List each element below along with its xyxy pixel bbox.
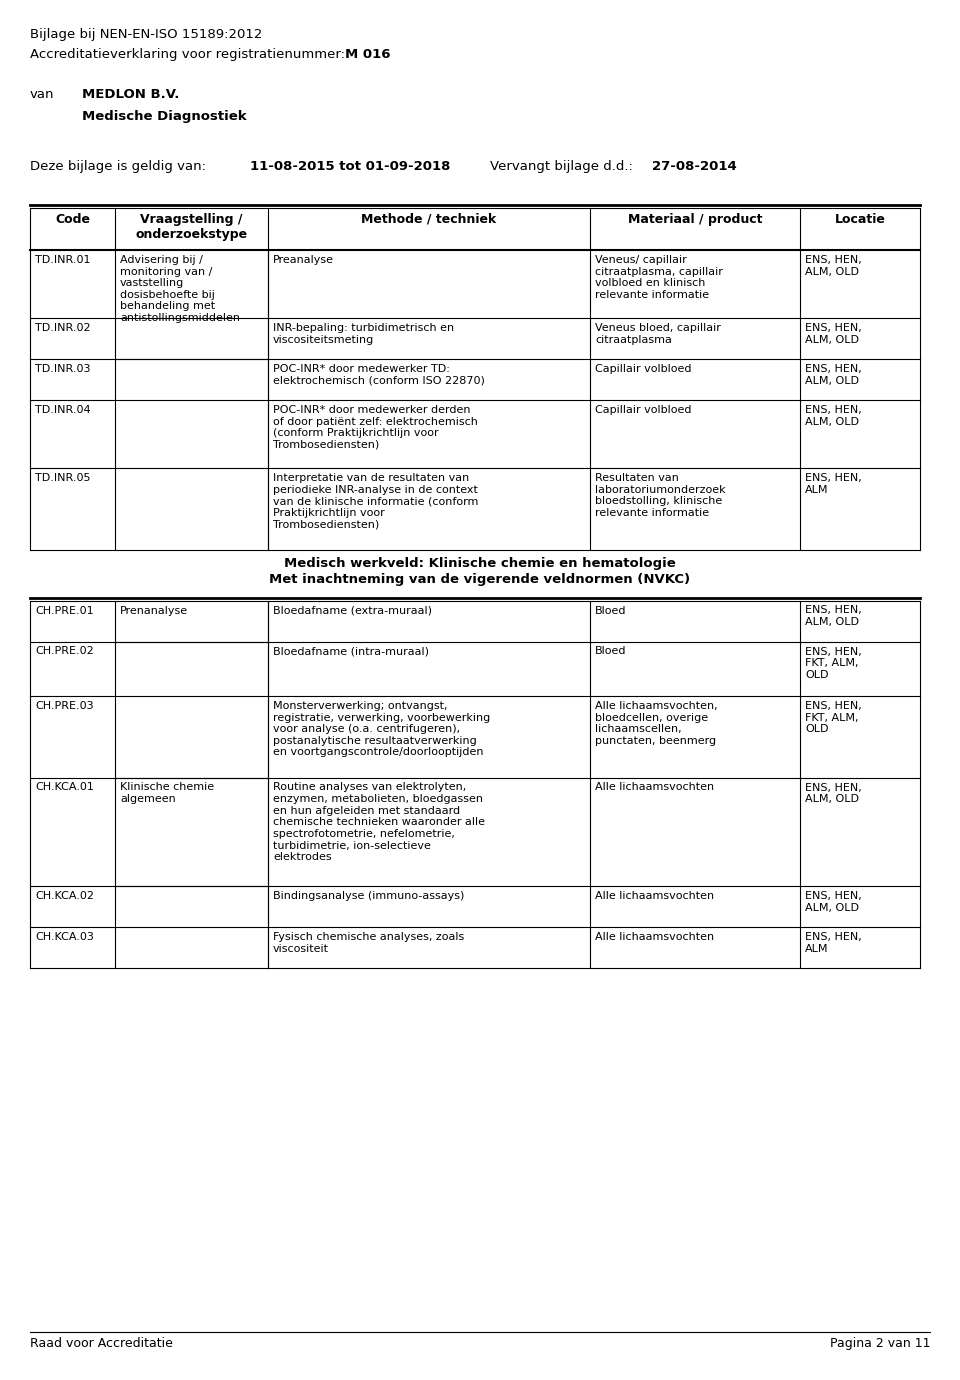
Text: 11-08-2015 tot 01-09-2018: 11-08-2015 tot 01-09-2018 xyxy=(250,160,450,172)
Text: Alle lichaamsvochten: Alle lichaamsvochten xyxy=(595,891,714,901)
Text: TD.INR.05: TD.INR.05 xyxy=(35,473,90,483)
Text: Veneus bloed, capillair
citraatplasma: Veneus bloed, capillair citraatplasma xyxy=(595,323,721,345)
Text: Bloedafname (extra-muraal): Bloedafname (extra-muraal) xyxy=(273,606,432,615)
Text: Met inachtneming van de vigerende veldnormen (NVKC): Met inachtneming van de vigerende veldno… xyxy=(270,574,690,586)
Text: Resultaten van
laboratoriumonderzoek
bloedstolling, klinische
relevante informat: Resultaten van laboratoriumonderzoek blo… xyxy=(595,473,726,518)
Text: van: van xyxy=(30,88,55,101)
Text: Interpretatie van de resultaten van
periodieke INR-analyse in de context
van de : Interpretatie van de resultaten van peri… xyxy=(273,473,478,530)
Text: TD.INR.03: TD.INR.03 xyxy=(35,364,90,374)
Text: Preanalyse: Preanalyse xyxy=(273,255,334,265)
Text: TD.INR.04: TD.INR.04 xyxy=(35,404,90,415)
Text: POC-INR* door medewerker derden
of door patiënt zelf: elektrochemisch
(conform P: POC-INR* door medewerker derden of door … xyxy=(273,404,478,450)
Text: Fysisch chemische analyses, zoals
viscositeit: Fysisch chemische analyses, zoals viscos… xyxy=(273,932,465,954)
Text: Routine analyses van elektrolyten,
enzymen, metabolieten, bloedgassen
en hun afg: Routine analyses van elektrolyten, enzym… xyxy=(273,782,485,862)
Text: Vraagstelling /
onderzoekstype: Vraagstelling / onderzoekstype xyxy=(135,213,248,242)
Text: Accreditatieverklaring voor registratienummer:: Accreditatieverklaring voor registratien… xyxy=(30,48,349,61)
Text: POC-INR* door medewerker TD:
elektrochemisch (conform ISO 22870): POC-INR* door medewerker TD: elektrochem… xyxy=(273,364,485,385)
Text: 27-08-2014: 27-08-2014 xyxy=(652,160,736,172)
Text: Veneus/ capillair
citraatplasma, capillair
volbloed en klinisch
relevante inform: Veneus/ capillair citraatplasma, capilla… xyxy=(595,255,723,299)
Text: ENS, HEN,
ALM, OLD: ENS, HEN, ALM, OLD xyxy=(805,364,862,385)
Text: Medische Diagnostiek: Medische Diagnostiek xyxy=(82,110,247,123)
Text: Materiaal / product: Materiaal / product xyxy=(628,213,762,226)
Text: CH.PRE.02: CH.PRE.02 xyxy=(35,646,94,657)
Text: Capillair volbloed: Capillair volbloed xyxy=(595,364,691,374)
Text: MEDLON B.V.: MEDLON B.V. xyxy=(82,88,180,101)
Text: CH.KCA.02: CH.KCA.02 xyxy=(35,891,94,901)
Text: ENS, HEN,
ALM, OLD: ENS, HEN, ALM, OLD xyxy=(805,323,862,345)
Text: Prenanalyse: Prenanalyse xyxy=(120,606,188,615)
Text: M 016: M 016 xyxy=(345,48,391,61)
Text: CH.PRE.03: CH.PRE.03 xyxy=(35,701,94,711)
Text: Medisch werkveld: Klinische chemie en hematologie: Medisch werkveld: Klinische chemie en he… xyxy=(284,558,676,570)
Text: Bijlage bij NEN-EN-ISO 15189:2012: Bijlage bij NEN-EN-ISO 15189:2012 xyxy=(30,28,262,41)
Text: CH.KCA.01: CH.KCA.01 xyxy=(35,782,94,792)
Text: CH.KCA.03: CH.KCA.03 xyxy=(35,932,94,943)
Text: ENS, HEN,
FKT, ALM,
OLD: ENS, HEN, FKT, ALM, OLD xyxy=(805,701,862,734)
Text: Alle lichaamsvochten,
bloedcellen, overige
lichaamscellen,
punctaten, beenmerg: Alle lichaamsvochten, bloedcellen, overi… xyxy=(595,701,718,745)
Text: Monsterverwerking; ontvangst,
registratie, verwerking, voorbewerking
voor analys: Monsterverwerking; ontvangst, registrati… xyxy=(273,701,491,758)
Text: Klinische chemie
algemeen: Klinische chemie algemeen xyxy=(120,782,214,805)
Text: ENS, HEN,
ALM, OLD: ENS, HEN, ALM, OLD xyxy=(805,606,862,627)
Text: Raad voor Accreditatie: Raad voor Accreditatie xyxy=(30,1337,173,1350)
Text: INR-bepaling: turbidimetrisch en
viscositeitsmeting: INR-bepaling: turbidimetrisch en viscosi… xyxy=(273,323,454,345)
Text: Alle lichaamsvochten: Alle lichaamsvochten xyxy=(595,782,714,792)
Text: ENS, HEN,
ALM: ENS, HEN, ALM xyxy=(805,932,862,954)
Text: Deze bijlage is geldig van:: Deze bijlage is geldig van: xyxy=(30,160,210,172)
Text: Code: Code xyxy=(55,213,90,226)
Text: Vervangt bijlage d.d.:: Vervangt bijlage d.d.: xyxy=(490,160,637,172)
Text: ENS, HEN,
ALM, OLD: ENS, HEN, ALM, OLD xyxy=(805,255,862,276)
Text: Pagina 2 van 11: Pagina 2 van 11 xyxy=(829,1337,930,1350)
Text: ENS, HEN,
FKT, ALM,
OLD: ENS, HEN, FKT, ALM, OLD xyxy=(805,646,862,680)
Text: Bloedafname (intra-muraal): Bloedafname (intra-muraal) xyxy=(273,646,429,657)
Text: ENS, HEN,
ALM, OLD: ENS, HEN, ALM, OLD xyxy=(805,782,862,805)
Text: ENS, HEN,
ALM, OLD: ENS, HEN, ALM, OLD xyxy=(805,891,862,912)
Text: Capillair volbloed: Capillair volbloed xyxy=(595,404,691,415)
Text: Bindingsanalyse (immuno-assays): Bindingsanalyse (immuno-assays) xyxy=(273,891,465,901)
Text: Bloed: Bloed xyxy=(595,646,627,657)
Text: Alle lichaamsvochten: Alle lichaamsvochten xyxy=(595,932,714,943)
Text: ENS, HEN,
ALM: ENS, HEN, ALM xyxy=(805,473,862,494)
Text: ENS, HEN,
ALM, OLD: ENS, HEN, ALM, OLD xyxy=(805,404,862,426)
Text: TD.INR.02: TD.INR.02 xyxy=(35,323,90,333)
Text: Locatie: Locatie xyxy=(834,213,885,226)
Text: Bloed: Bloed xyxy=(595,606,627,615)
Text: CH.PRE.01: CH.PRE.01 xyxy=(35,606,94,615)
Text: TD.INR.01: TD.INR.01 xyxy=(35,255,90,265)
Text: Advisering bij /
monitoring van /
vaststelling
dosisbehoefte bij
behandeling met: Advisering bij / monitoring van / vastst… xyxy=(120,255,240,323)
Text: Methode / techniek: Methode / techniek xyxy=(361,213,496,226)
